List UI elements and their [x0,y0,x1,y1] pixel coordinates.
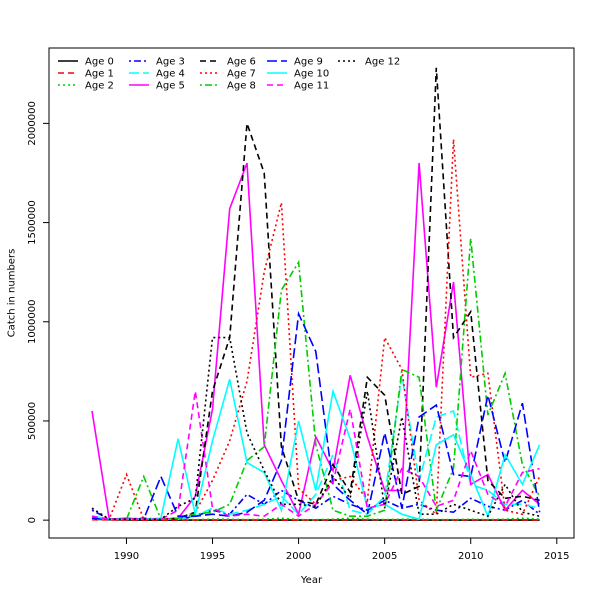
y-tick-label: 500000 [27,402,38,440]
legend-label-age-0: Age 0 [85,57,114,68]
x-tick-label: 1990 [114,551,139,562]
legend-label-age-10: Age 10 [294,69,329,80]
x-axis-title: Year [300,575,323,586]
legend-label-age-9: Age 9 [294,57,323,68]
series-line-age-7 [92,139,541,521]
legend-label-age-4: Age 4 [156,69,185,80]
y-axis: 0 500000 1000000 1500000 2000000 [27,101,49,523]
legend-label-age-12: Age 12 [365,57,400,68]
legend-label-age-5: Age 5 [156,81,185,92]
series-layer [91,67,541,521]
series-line-age-4 [91,375,540,521]
plot-frame [48,47,575,539]
y-tick-label: 1500000 [27,200,38,245]
series-line-age-8 [92,238,541,521]
x-tick-label: 2015 [544,551,569,562]
y-tick-label: 0 [27,517,38,523]
series-line-age-10 [91,379,541,521]
legend-label-age-7: Age 7 [227,69,256,80]
y-tick-label: 2000000 [27,101,38,146]
y-tick-label: 1000000 [27,299,38,344]
series-line-age-11 [91,391,540,521]
x-tick-label: 2010 [458,551,483,562]
x-tick-label: 2005 [372,551,397,562]
y-axis-title: Catch in numbers [7,249,18,338]
series-line-age-12 [91,336,540,521]
legend-label-age-11: Age 11 [294,81,329,92]
x-tick-label: 1995 [200,551,225,562]
x-axis: 1990 1995 2000 2005 2010 2015 [114,538,570,562]
x-tick-label: 2000 [286,551,311,562]
legend-label-age-6: Age 6 [227,57,256,68]
legend-label-age-8: Age 8 [227,81,256,92]
legend-label-age-2: Age 2 [85,81,114,92]
legend-label-age-3: Age 3 [156,57,185,68]
legend-label-age-1: Age 1 [85,69,114,80]
series-line-age-6 [91,67,540,521]
